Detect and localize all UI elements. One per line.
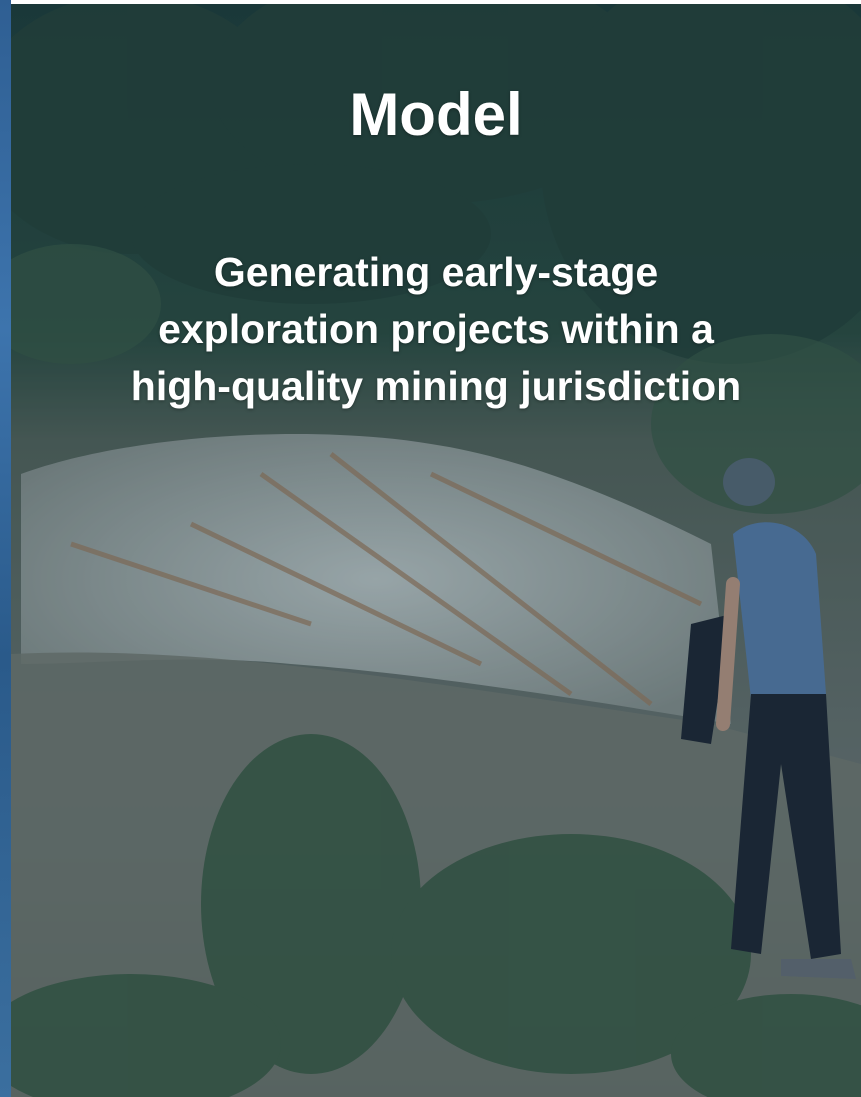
slide-subtitle: Generating early-stage exploration proje… bbox=[11, 244, 861, 415]
slide: Model Generating early-stage exploration… bbox=[0, 0, 861, 1097]
photo-tint bbox=[11, 4, 861, 1097]
subtitle-line: exploration projects within a bbox=[11, 301, 861, 358]
subtitle-line: Generating early-stage bbox=[11, 244, 861, 301]
left-edge bbox=[0, 0, 11, 1097]
slide-title: Model bbox=[11, 80, 861, 150]
subtitle-line: high-quality mining jurisdiction bbox=[11, 358, 861, 415]
